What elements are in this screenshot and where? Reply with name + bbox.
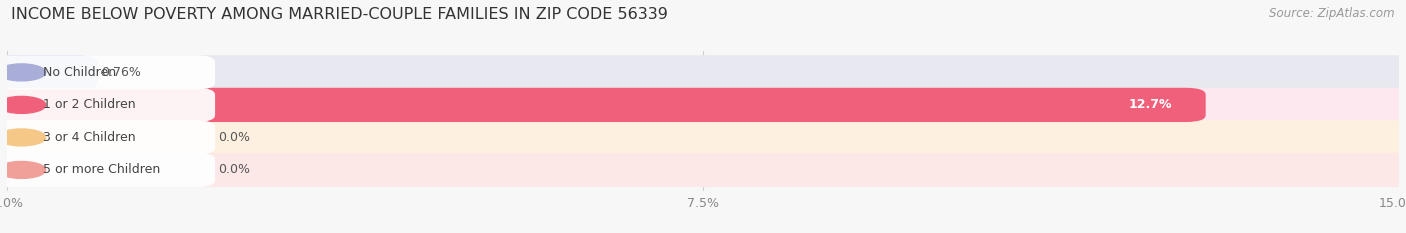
FancyBboxPatch shape	[0, 153, 215, 187]
Circle shape	[0, 96, 45, 113]
FancyBboxPatch shape	[0, 153, 1406, 187]
Bar	[7, 62, 1399, 82]
Text: 0.0%: 0.0%	[218, 131, 250, 144]
Circle shape	[0, 161, 45, 178]
Text: Source: ZipAtlas.com: Source: ZipAtlas.com	[1270, 7, 1395, 20]
FancyBboxPatch shape	[0, 55, 215, 89]
Text: 0.0%: 0.0%	[218, 163, 250, 176]
Text: 3 or 4 Children: 3 or 4 Children	[44, 131, 136, 144]
FancyBboxPatch shape	[0, 88, 1206, 122]
Text: 0.76%: 0.76%	[101, 66, 141, 79]
Text: INCOME BELOW POVERTY AMONG MARRIED-COUPLE FAMILIES IN ZIP CODE 56339: INCOME BELOW POVERTY AMONG MARRIED-COUPL…	[11, 7, 668, 22]
Text: 1 or 2 Children: 1 or 2 Children	[44, 98, 136, 111]
FancyBboxPatch shape	[0, 55, 97, 89]
Circle shape	[0, 129, 45, 146]
Text: 5 or more Children: 5 or more Children	[44, 163, 160, 176]
Text: No Children: No Children	[44, 66, 117, 79]
FancyBboxPatch shape	[0, 120, 1406, 154]
Bar	[7, 160, 1399, 180]
FancyBboxPatch shape	[0, 88, 1406, 122]
Circle shape	[0, 64, 45, 81]
FancyBboxPatch shape	[0, 55, 1406, 89]
FancyBboxPatch shape	[0, 120, 215, 154]
Text: 12.7%: 12.7%	[1128, 98, 1171, 111]
Bar	[7, 127, 1399, 147]
FancyBboxPatch shape	[0, 88, 215, 122]
Bar	[7, 95, 1399, 115]
